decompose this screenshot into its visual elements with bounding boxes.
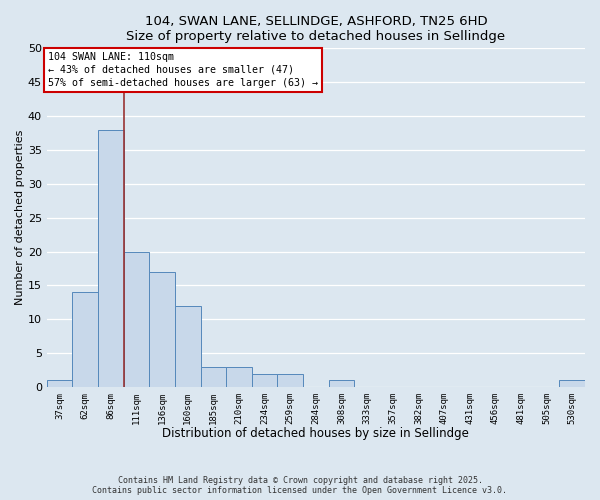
Text: Contains HM Land Registry data © Crown copyright and database right 2025.
Contai: Contains HM Land Registry data © Crown c… <box>92 476 508 495</box>
Bar <box>73 292 98 387</box>
Bar <box>200 367 226 387</box>
Bar <box>329 380 355 387</box>
Bar <box>98 130 124 387</box>
Bar <box>47 380 73 387</box>
Bar <box>559 380 585 387</box>
Bar <box>124 252 149 387</box>
Title: 104, SWAN LANE, SELLINDGE, ASHFORD, TN25 6HD
Size of property relative to detach: 104, SWAN LANE, SELLINDGE, ASHFORD, TN25… <box>127 15 505 43</box>
Bar <box>149 272 175 387</box>
Bar <box>252 374 277 387</box>
Text: 104 SWAN LANE: 110sqm
← 43% of detached houses are smaller (47)
57% of semi-deta: 104 SWAN LANE: 110sqm ← 43% of detached … <box>48 52 318 88</box>
X-axis label: Distribution of detached houses by size in Sellindge: Distribution of detached houses by size … <box>163 427 469 440</box>
Bar <box>226 367 252 387</box>
Y-axis label: Number of detached properties: Number of detached properties <box>15 130 25 306</box>
Bar <box>175 306 200 387</box>
Bar <box>277 374 303 387</box>
